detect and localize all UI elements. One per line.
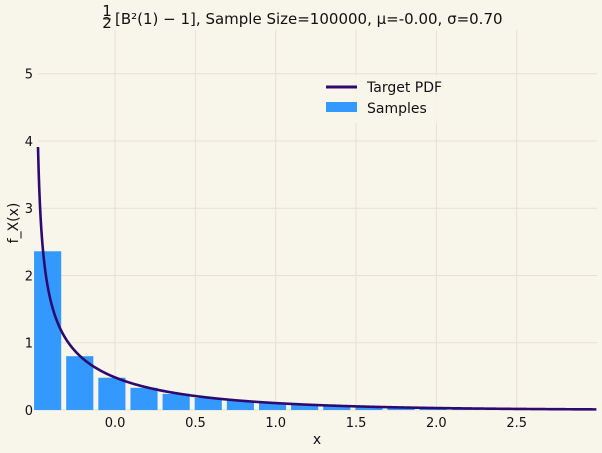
legend-label-samples: Samples <box>367 101 427 117</box>
histogram-bars <box>34 251 576 410</box>
x-axis-label: x <box>313 432 321 448</box>
y-tick-label: 1 <box>25 337 33 352</box>
x-tick-label: 0.5 <box>185 416 206 431</box>
histogram-bar <box>226 400 254 410</box>
histogram-bar <box>98 377 126 410</box>
histogram-bar <box>355 406 383 410</box>
x-tick-label: 2.5 <box>506 416 527 431</box>
chart-title: 1 2 [B²(1) − 1], Sample Size=100000, μ=-… <box>102 2 502 32</box>
histogram-bar <box>258 402 287 410</box>
y-tick-label: 3 <box>25 202 33 217</box>
target-pdf-curve <box>36 146 597 411</box>
x-tick-label: 0.0 <box>105 416 126 431</box>
tick-labels: 0.0 0.5 1.0 1.5 2.0 2.5 0 1 2 3 4 5 <box>25 68 527 431</box>
y-axis-label: f_X(x) <box>6 203 22 244</box>
histogram-bar <box>162 393 190 410</box>
y-tick-label: 5 <box>25 68 33 83</box>
legend-label-target-pdf: Target PDF <box>366 80 442 96</box>
pdf-curve-layer <box>36 146 597 411</box>
histogram-bar <box>34 251 62 410</box>
y-tick-label: 0 <box>25 404 33 419</box>
title-fraction-denominator: 2 <box>102 14 112 32</box>
histogram-bar <box>323 405 351 410</box>
histogram-bar <box>130 387 158 410</box>
x-tick-label: 2.0 <box>426 416 447 431</box>
y-tick-label: 2 <box>25 269 33 284</box>
histogram-bar <box>194 397 222 410</box>
y-tick-label: 4 <box>25 135 33 150</box>
title-fraction-numerator: 1 <box>102 2 112 20</box>
x-tick-label: 1.0 <box>265 416 286 431</box>
legend-bar-swatch <box>326 102 357 112</box>
histogram-bar <box>66 356 94 410</box>
title-text: [B²(1) − 1], Sample Size=100000, μ=-0.00… <box>115 10 503 28</box>
histogram-bar <box>291 404 319 410</box>
x-tick-label: 1.5 <box>346 416 367 431</box>
legend: Target PDF Samples <box>316 75 452 123</box>
legend-box <box>316 75 452 123</box>
